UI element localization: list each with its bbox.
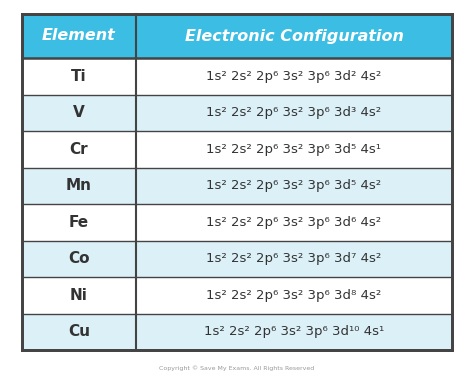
Text: 1s² 2s² 2p⁶ 3s² 3p⁶ 3d¹⁰ 4s¹: 1s² 2s² 2p⁶ 3s² 3p⁶ 3d¹⁰ 4s¹ xyxy=(204,325,384,338)
Bar xyxy=(22,58,136,94)
Bar xyxy=(136,240,452,277)
Bar xyxy=(22,167,136,204)
Text: Ni: Ni xyxy=(70,288,88,303)
Text: 1s² 2s² 2p⁶ 3s² 3p⁶ 3d² 4s²: 1s² 2s² 2p⁶ 3s² 3p⁶ 3d² 4s² xyxy=(206,70,382,83)
Bar xyxy=(136,313,452,350)
Bar xyxy=(136,94,452,131)
Text: Cr: Cr xyxy=(70,142,88,157)
Bar xyxy=(22,131,136,167)
Text: Element: Element xyxy=(42,28,116,43)
Bar xyxy=(22,14,452,350)
Bar xyxy=(136,167,452,204)
Text: Cu: Cu xyxy=(68,324,90,339)
Text: 1s² 2s² 2p⁶ 3s² 3p⁶ 3d⁸ 4s²: 1s² 2s² 2p⁶ 3s² 3p⁶ 3d⁸ 4s² xyxy=(206,289,382,302)
Text: Fe: Fe xyxy=(69,215,89,230)
Text: Mn: Mn xyxy=(66,178,92,193)
Bar xyxy=(136,277,452,313)
Text: 1s² 2s² 2p⁶ 3s² 3p⁶ 3d⁷ 4s²: 1s² 2s² 2p⁶ 3s² 3p⁶ 3d⁷ 4s² xyxy=(206,252,382,265)
Bar xyxy=(136,58,452,94)
Bar xyxy=(22,240,136,277)
Text: Copyright © Save My Exams. All Rights Reserved: Copyright © Save My Exams. All Rights Re… xyxy=(159,365,315,371)
Bar xyxy=(22,94,136,131)
Text: 1s² 2s² 2p⁶ 3s² 3p⁶ 3d⁶ 4s²: 1s² 2s² 2p⁶ 3s² 3p⁶ 3d⁶ 4s² xyxy=(206,216,382,229)
Text: Ti: Ti xyxy=(71,69,87,84)
Bar xyxy=(22,204,136,240)
Text: Electronic Configuration: Electronic Configuration xyxy=(184,28,403,43)
Bar xyxy=(22,277,136,313)
Bar xyxy=(136,14,452,58)
Text: V: V xyxy=(73,105,85,120)
Text: 1s² 2s² 2p⁶ 3s² 3p⁶ 3d⁵ 4s²: 1s² 2s² 2p⁶ 3s² 3p⁶ 3d⁵ 4s² xyxy=(206,179,382,192)
Bar xyxy=(22,313,136,350)
Text: 1s² 2s² 2p⁶ 3s² 3p⁶ 3d³ 4s²: 1s² 2s² 2p⁶ 3s² 3p⁶ 3d³ 4s² xyxy=(206,106,382,119)
Bar xyxy=(136,204,452,240)
Text: 1s² 2s² 2p⁶ 3s² 3p⁶ 3d⁵ 4s¹: 1s² 2s² 2p⁶ 3s² 3p⁶ 3d⁵ 4s¹ xyxy=(207,143,382,156)
Bar xyxy=(22,14,136,58)
Bar xyxy=(136,131,452,167)
Text: Co: Co xyxy=(68,251,90,266)
